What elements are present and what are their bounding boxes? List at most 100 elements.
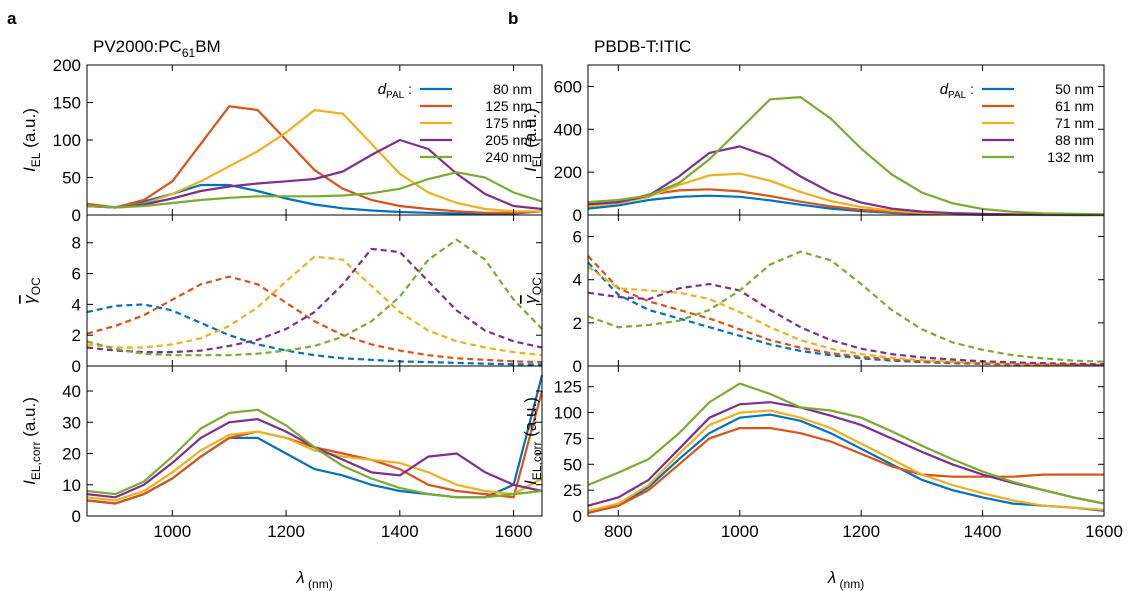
y-axis-label-part: I xyxy=(20,167,39,172)
legend-title: dPAL : xyxy=(378,81,412,101)
x-tick-label: 1000 xyxy=(153,522,191,541)
y-tick-label: 100 xyxy=(554,404,582,423)
series-line xyxy=(587,261,1105,367)
legend-title-part: d xyxy=(940,81,949,98)
x-tick-label: 1600 xyxy=(1085,522,1123,541)
legend-label: 50 nm xyxy=(1055,81,1094,97)
series-line xyxy=(86,138,543,211)
y-axis-label: γOC xyxy=(20,277,43,304)
y-axis-label-part: (a.u.) xyxy=(521,108,540,152)
series-line xyxy=(86,408,543,499)
series-line xyxy=(587,255,1105,366)
y-tick-label: 0 xyxy=(72,357,81,376)
legend-title-part: PAL xyxy=(948,90,967,101)
y-tick-label: 6 xyxy=(72,265,81,284)
x-tick-label: 1200 xyxy=(267,522,305,541)
x-tick-label: 1600 xyxy=(495,522,533,541)
y-axis-label: IEL,corr (a.u.) xyxy=(20,397,43,485)
series-line xyxy=(86,255,543,357)
series-line xyxy=(86,275,543,364)
panel-letter: a xyxy=(7,9,17,28)
series-line xyxy=(587,409,1105,512)
x-tick-label: 1400 xyxy=(964,522,1002,541)
panel-title: PBDB-T:ITIC xyxy=(594,37,691,56)
legend-title-part: : xyxy=(966,81,974,97)
y-tick-label: 0 xyxy=(573,507,582,526)
y-tick-label: 4 xyxy=(72,295,81,314)
panel-title-part: BM xyxy=(195,37,221,56)
legend-title: dPAL : xyxy=(940,81,974,101)
series-line xyxy=(86,108,542,213)
y-axis-label-part: OC xyxy=(530,277,544,295)
legend-label: 175 nm xyxy=(485,115,532,131)
legend-label: 240 nm xyxy=(485,149,532,165)
y-tick-label: 0 xyxy=(72,507,81,526)
legend-label: 71 nm xyxy=(1055,115,1094,131)
plot-frame xyxy=(86,365,543,517)
y-tick-label: 10 xyxy=(62,476,81,495)
y-tick-label: 400 xyxy=(554,120,582,139)
y-tick-label: 50 xyxy=(563,455,582,474)
series-line xyxy=(86,303,543,366)
y-axis-label: IEL (a.u.) xyxy=(20,108,43,172)
series-line xyxy=(86,417,543,499)
y-tick-label: 6 xyxy=(573,228,582,247)
x-axis-label-part: (nm) xyxy=(836,577,864,591)
y-tick-label: 75 xyxy=(563,429,582,448)
y-axis-label-part: (a.u.) xyxy=(20,108,39,152)
series-line xyxy=(86,247,543,354)
series-line xyxy=(587,265,1105,366)
series-line xyxy=(86,105,543,214)
legend-label: 125 nm xyxy=(485,98,532,114)
y-axis-label: IEL,corr (a.u.) xyxy=(521,397,544,485)
y-tick-label: 2 xyxy=(573,314,582,333)
y-tick-label: 150 xyxy=(53,94,81,113)
legend-label: 61 nm xyxy=(1055,98,1094,114)
y-axis-label-part: OC xyxy=(29,277,43,295)
y-axis-label-part: EL xyxy=(29,152,43,167)
x-tick-label: 800 xyxy=(604,522,632,541)
y-axis-label-part: EL,corr xyxy=(29,441,43,480)
panel-title-part: PBDB-T:ITIC xyxy=(594,37,691,56)
legend-label: 205 nm xyxy=(485,132,532,148)
plot-frame xyxy=(587,365,1105,517)
y-tick-label: 100 xyxy=(53,131,81,150)
y-tick-label: 40 xyxy=(62,382,81,401)
y-axis-label-part: γ xyxy=(20,294,39,304)
y-tick-label: 2 xyxy=(72,326,81,345)
x-axis-label: λ (nm) xyxy=(827,568,864,591)
y-axis-label-part: I xyxy=(20,480,39,485)
y-tick-label: 20 xyxy=(62,445,81,464)
series-line xyxy=(587,250,1105,363)
series-line xyxy=(86,430,543,502)
y-tick-label: 0 xyxy=(72,206,81,225)
x-axis-label: λ (nm) xyxy=(295,568,332,591)
panel-title: PV2000:PC61BM xyxy=(93,37,221,60)
y-tick-label: 125 xyxy=(554,378,582,397)
x-axis-label-part: λ xyxy=(827,568,836,587)
legend-title-part: PAL xyxy=(386,90,405,101)
panel-letter: b xyxy=(508,9,518,28)
series-line xyxy=(587,382,1105,505)
y-axis-label: γOC xyxy=(521,277,544,304)
y-tick-label: 0 xyxy=(573,357,582,376)
y-tick-label: 0 xyxy=(573,206,582,225)
y-tick-label: 30 xyxy=(62,413,81,432)
y-tick-label: 50 xyxy=(62,169,81,188)
panel-title-part: 61 xyxy=(182,46,196,60)
x-axis-label-part: (nm) xyxy=(305,577,333,591)
y-tick-label: 200 xyxy=(554,163,582,182)
y-tick-label: 4 xyxy=(573,271,582,290)
y-axis-label-part: I xyxy=(521,480,540,485)
legend-label: 132 nm xyxy=(1047,149,1094,165)
y-axis-label-part: EL xyxy=(530,152,544,167)
series-line xyxy=(86,171,543,209)
plot-frame xyxy=(86,214,543,367)
series-line xyxy=(587,188,1104,217)
legend-label: 88 nm xyxy=(1055,132,1094,148)
y-axis-label: IEL (a.u.) xyxy=(521,108,544,172)
panel-title-part: PV2000:PC xyxy=(93,37,182,56)
y-axis-label-part: (a.u.) xyxy=(521,397,540,441)
x-tick-label: 1000 xyxy=(721,522,759,541)
series-line xyxy=(587,413,1105,514)
